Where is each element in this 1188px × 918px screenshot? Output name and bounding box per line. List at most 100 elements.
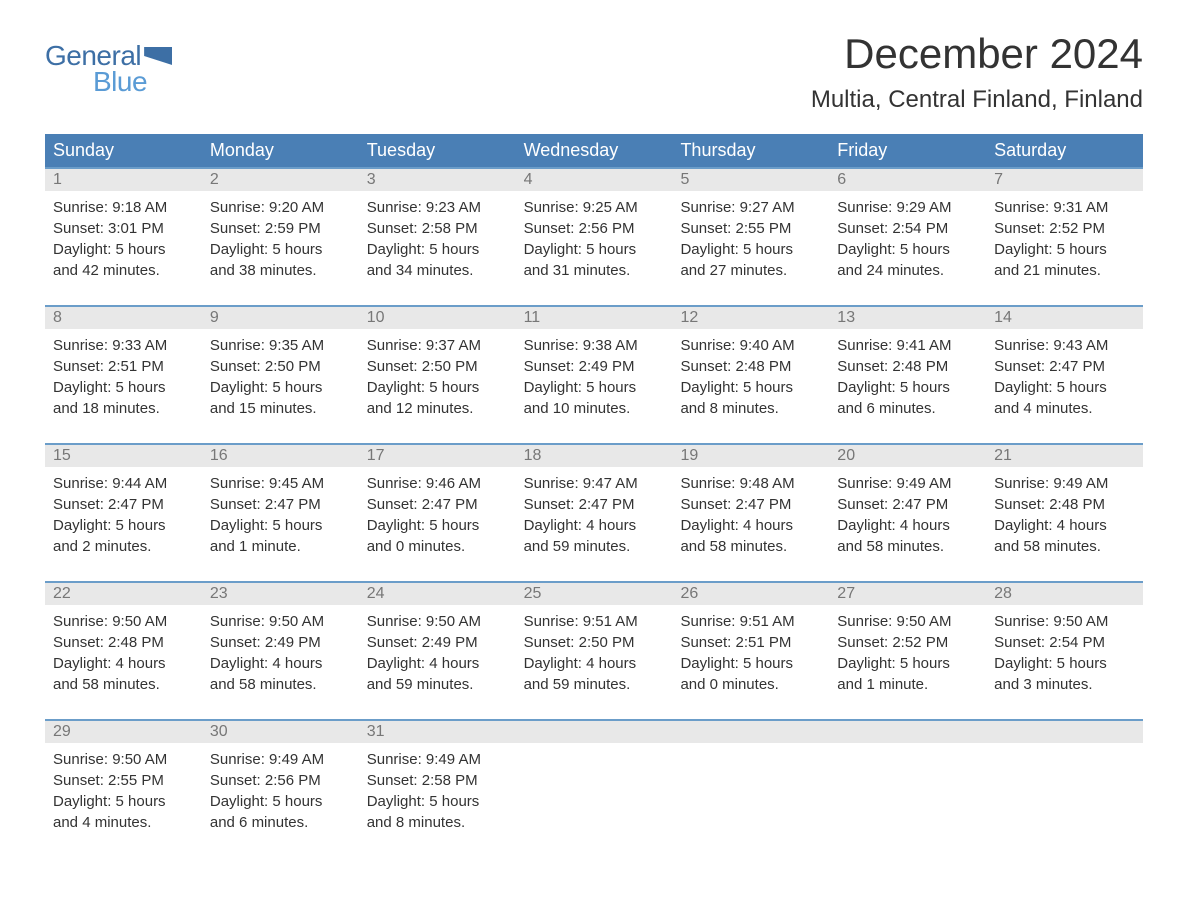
daylight-text-1: Daylight: 5 hours [994, 377, 1135, 398]
sunset-text: Sunset: 2:52 PM [837, 632, 978, 653]
daylight-text-1: Daylight: 5 hours [837, 239, 978, 260]
day-header-wednesday: Wednesday [516, 134, 673, 167]
day-content: Sunrise: 9:50 AMSunset: 2:55 PMDaylight:… [45, 743, 202, 839]
day-number: 27 [829, 583, 986, 605]
day-cell: 9Sunrise: 9:35 AMSunset: 2:50 PMDaylight… [202, 307, 359, 425]
day-cell [829, 721, 986, 839]
day-cell: 5Sunrise: 9:27 AMSunset: 2:55 PMDaylight… [672, 169, 829, 287]
sunset-text: Sunset: 2:52 PM [994, 218, 1135, 239]
day-content: Sunrise: 9:49 AMSunset: 2:58 PMDaylight:… [359, 743, 516, 839]
daylight-text-2: and 59 minutes. [367, 674, 508, 695]
day-number: 5 [672, 169, 829, 191]
sunrise-text: Sunrise: 9:50 AM [53, 749, 194, 770]
daylight-text-1: Daylight: 4 hours [680, 515, 821, 536]
sunrise-text: Sunrise: 9:35 AM [210, 335, 351, 356]
sunset-text: Sunset: 2:54 PM [994, 632, 1135, 653]
day-number-empty [516, 721, 673, 743]
sunrise-text: Sunrise: 9:29 AM [837, 197, 978, 218]
day-content: Sunrise: 9:18 AMSunset: 3:01 PMDaylight:… [45, 191, 202, 287]
day-content: Sunrise: 9:50 AMSunset: 2:48 PMDaylight:… [45, 605, 202, 701]
day-number: 4 [516, 169, 673, 191]
week-row: 8Sunrise: 9:33 AMSunset: 2:51 PMDaylight… [45, 305, 1143, 425]
sunrise-text: Sunrise: 9:27 AM [680, 197, 821, 218]
day-cell: 18Sunrise: 9:47 AMSunset: 2:47 PMDayligh… [516, 445, 673, 563]
day-number: 31 [359, 721, 516, 743]
sunrise-text: Sunrise: 9:33 AM [53, 335, 194, 356]
day-cell: 22Sunrise: 9:50 AMSunset: 2:48 PMDayligh… [45, 583, 202, 701]
sunset-text: Sunset: 2:58 PM [367, 218, 508, 239]
week-row: 15Sunrise: 9:44 AMSunset: 2:47 PMDayligh… [45, 443, 1143, 563]
day-content: Sunrise: 9:47 AMSunset: 2:47 PMDaylight:… [516, 467, 673, 563]
sunrise-text: Sunrise: 9:50 AM [837, 611, 978, 632]
day-content: Sunrise: 9:38 AMSunset: 2:49 PMDaylight:… [516, 329, 673, 425]
day-number: 23 [202, 583, 359, 605]
daylight-text-2: and 27 minutes. [680, 260, 821, 281]
month-title: December 2024 [811, 30, 1143, 78]
day-content: Sunrise: 9:51 AMSunset: 2:51 PMDaylight:… [672, 605, 829, 701]
day-number: 19 [672, 445, 829, 467]
day-cell: 10Sunrise: 9:37 AMSunset: 2:50 PMDayligh… [359, 307, 516, 425]
day-content: Sunrise: 9:40 AMSunset: 2:48 PMDaylight:… [672, 329, 829, 425]
sunrise-text: Sunrise: 9:46 AM [367, 473, 508, 494]
day-header-monday: Monday [202, 134, 359, 167]
day-content: Sunrise: 9:50 AMSunset: 2:49 PMDaylight:… [359, 605, 516, 701]
sunset-text: Sunset: 2:55 PM [53, 770, 194, 791]
day-content: Sunrise: 9:31 AMSunset: 2:52 PMDaylight:… [986, 191, 1143, 287]
week-row: 22Sunrise: 9:50 AMSunset: 2:48 PMDayligh… [45, 581, 1143, 701]
day-number: 24 [359, 583, 516, 605]
daylight-text-1: Daylight: 5 hours [53, 377, 194, 398]
daylight-text-1: Daylight: 4 hours [524, 653, 665, 674]
sunrise-text: Sunrise: 9:43 AM [994, 335, 1135, 356]
daylight-text-1: Daylight: 5 hours [367, 515, 508, 536]
sunset-text: Sunset: 3:01 PM [53, 218, 194, 239]
daylight-text-2: and 15 minutes. [210, 398, 351, 419]
day-cell: 28Sunrise: 9:50 AMSunset: 2:54 PMDayligh… [986, 583, 1143, 701]
sunset-text: Sunset: 2:56 PM [210, 770, 351, 791]
day-content: Sunrise: 9:50 AMSunset: 2:54 PMDaylight:… [986, 605, 1143, 701]
daylight-text-1: Daylight: 5 hours [367, 239, 508, 260]
day-number: 18 [516, 445, 673, 467]
day-cell: 31Sunrise: 9:49 AMSunset: 2:58 PMDayligh… [359, 721, 516, 839]
sunset-text: Sunset: 2:51 PM [53, 356, 194, 377]
daylight-text-1: Daylight: 5 hours [210, 377, 351, 398]
day-number: 10 [359, 307, 516, 329]
daylight-text-1: Daylight: 5 hours [210, 515, 351, 536]
day-number: 12 [672, 307, 829, 329]
sunrise-text: Sunrise: 9:44 AM [53, 473, 194, 494]
daylight-text-1: Daylight: 5 hours [367, 791, 508, 812]
day-number: 14 [986, 307, 1143, 329]
day-headers-row: SundayMondayTuesdayWednesdayThursdayFrid… [45, 134, 1143, 167]
day-number: 13 [829, 307, 986, 329]
sunset-text: Sunset: 2:55 PM [680, 218, 821, 239]
day-number: 8 [45, 307, 202, 329]
daylight-text-2: and 6 minutes. [210, 812, 351, 833]
day-cell: 8 Sunrise: 9:33 AMSunset: 2:51 PMDaylight… [45, 307, 202, 425]
day-number: 3 [359, 169, 516, 191]
sunrise-text: Sunrise: 9:50 AM [53, 611, 194, 632]
daylight-text-2: and 21 minutes. [994, 260, 1135, 281]
day-cell: 12Sunrise: 9:40 AMSunset: 2:48 PMDayligh… [672, 307, 829, 425]
day-number-empty [829, 721, 986, 743]
title-area: December 2024 Multia, Central Finland, F… [811, 30, 1143, 114]
sunrise-text: Sunrise: 9:45 AM [210, 473, 351, 494]
daylight-text-1: Daylight: 4 hours [210, 653, 351, 674]
sunrise-text: Sunrise: 9:40 AM [680, 335, 821, 356]
day-number-empty [672, 721, 829, 743]
sunset-text: Sunset: 2:47 PM [837, 494, 978, 515]
day-number-empty [986, 721, 1143, 743]
day-content: Sunrise: 9:27 AMSunset: 2:55 PMDaylight:… [672, 191, 829, 287]
daylight-text-1: Daylight: 5 hours [53, 515, 194, 536]
day-content: Sunrise: 9:48 AMSunset: 2:47 PMDaylight:… [672, 467, 829, 563]
sunset-text: Sunset: 2:47 PM [994, 356, 1135, 377]
daylight-text-1: Daylight: 5 hours [837, 653, 978, 674]
day-content: Sunrise: 9:23 AMSunset: 2:58 PMDaylight:… [359, 191, 516, 287]
daylight-text-1: Daylight: 5 hours [680, 653, 821, 674]
day-number: 11 [516, 307, 673, 329]
daylight-text-1: Daylight: 5 hours [524, 377, 665, 398]
daylight-text-2: and 8 minutes. [680, 398, 821, 419]
day-cell [672, 721, 829, 839]
daylight-text-1: Daylight: 5 hours [53, 239, 194, 260]
sunrise-text: Sunrise: 9:48 AM [680, 473, 821, 494]
sunset-text: Sunset: 2:48 PM [994, 494, 1135, 515]
day-header-thursday: Thursday [672, 134, 829, 167]
